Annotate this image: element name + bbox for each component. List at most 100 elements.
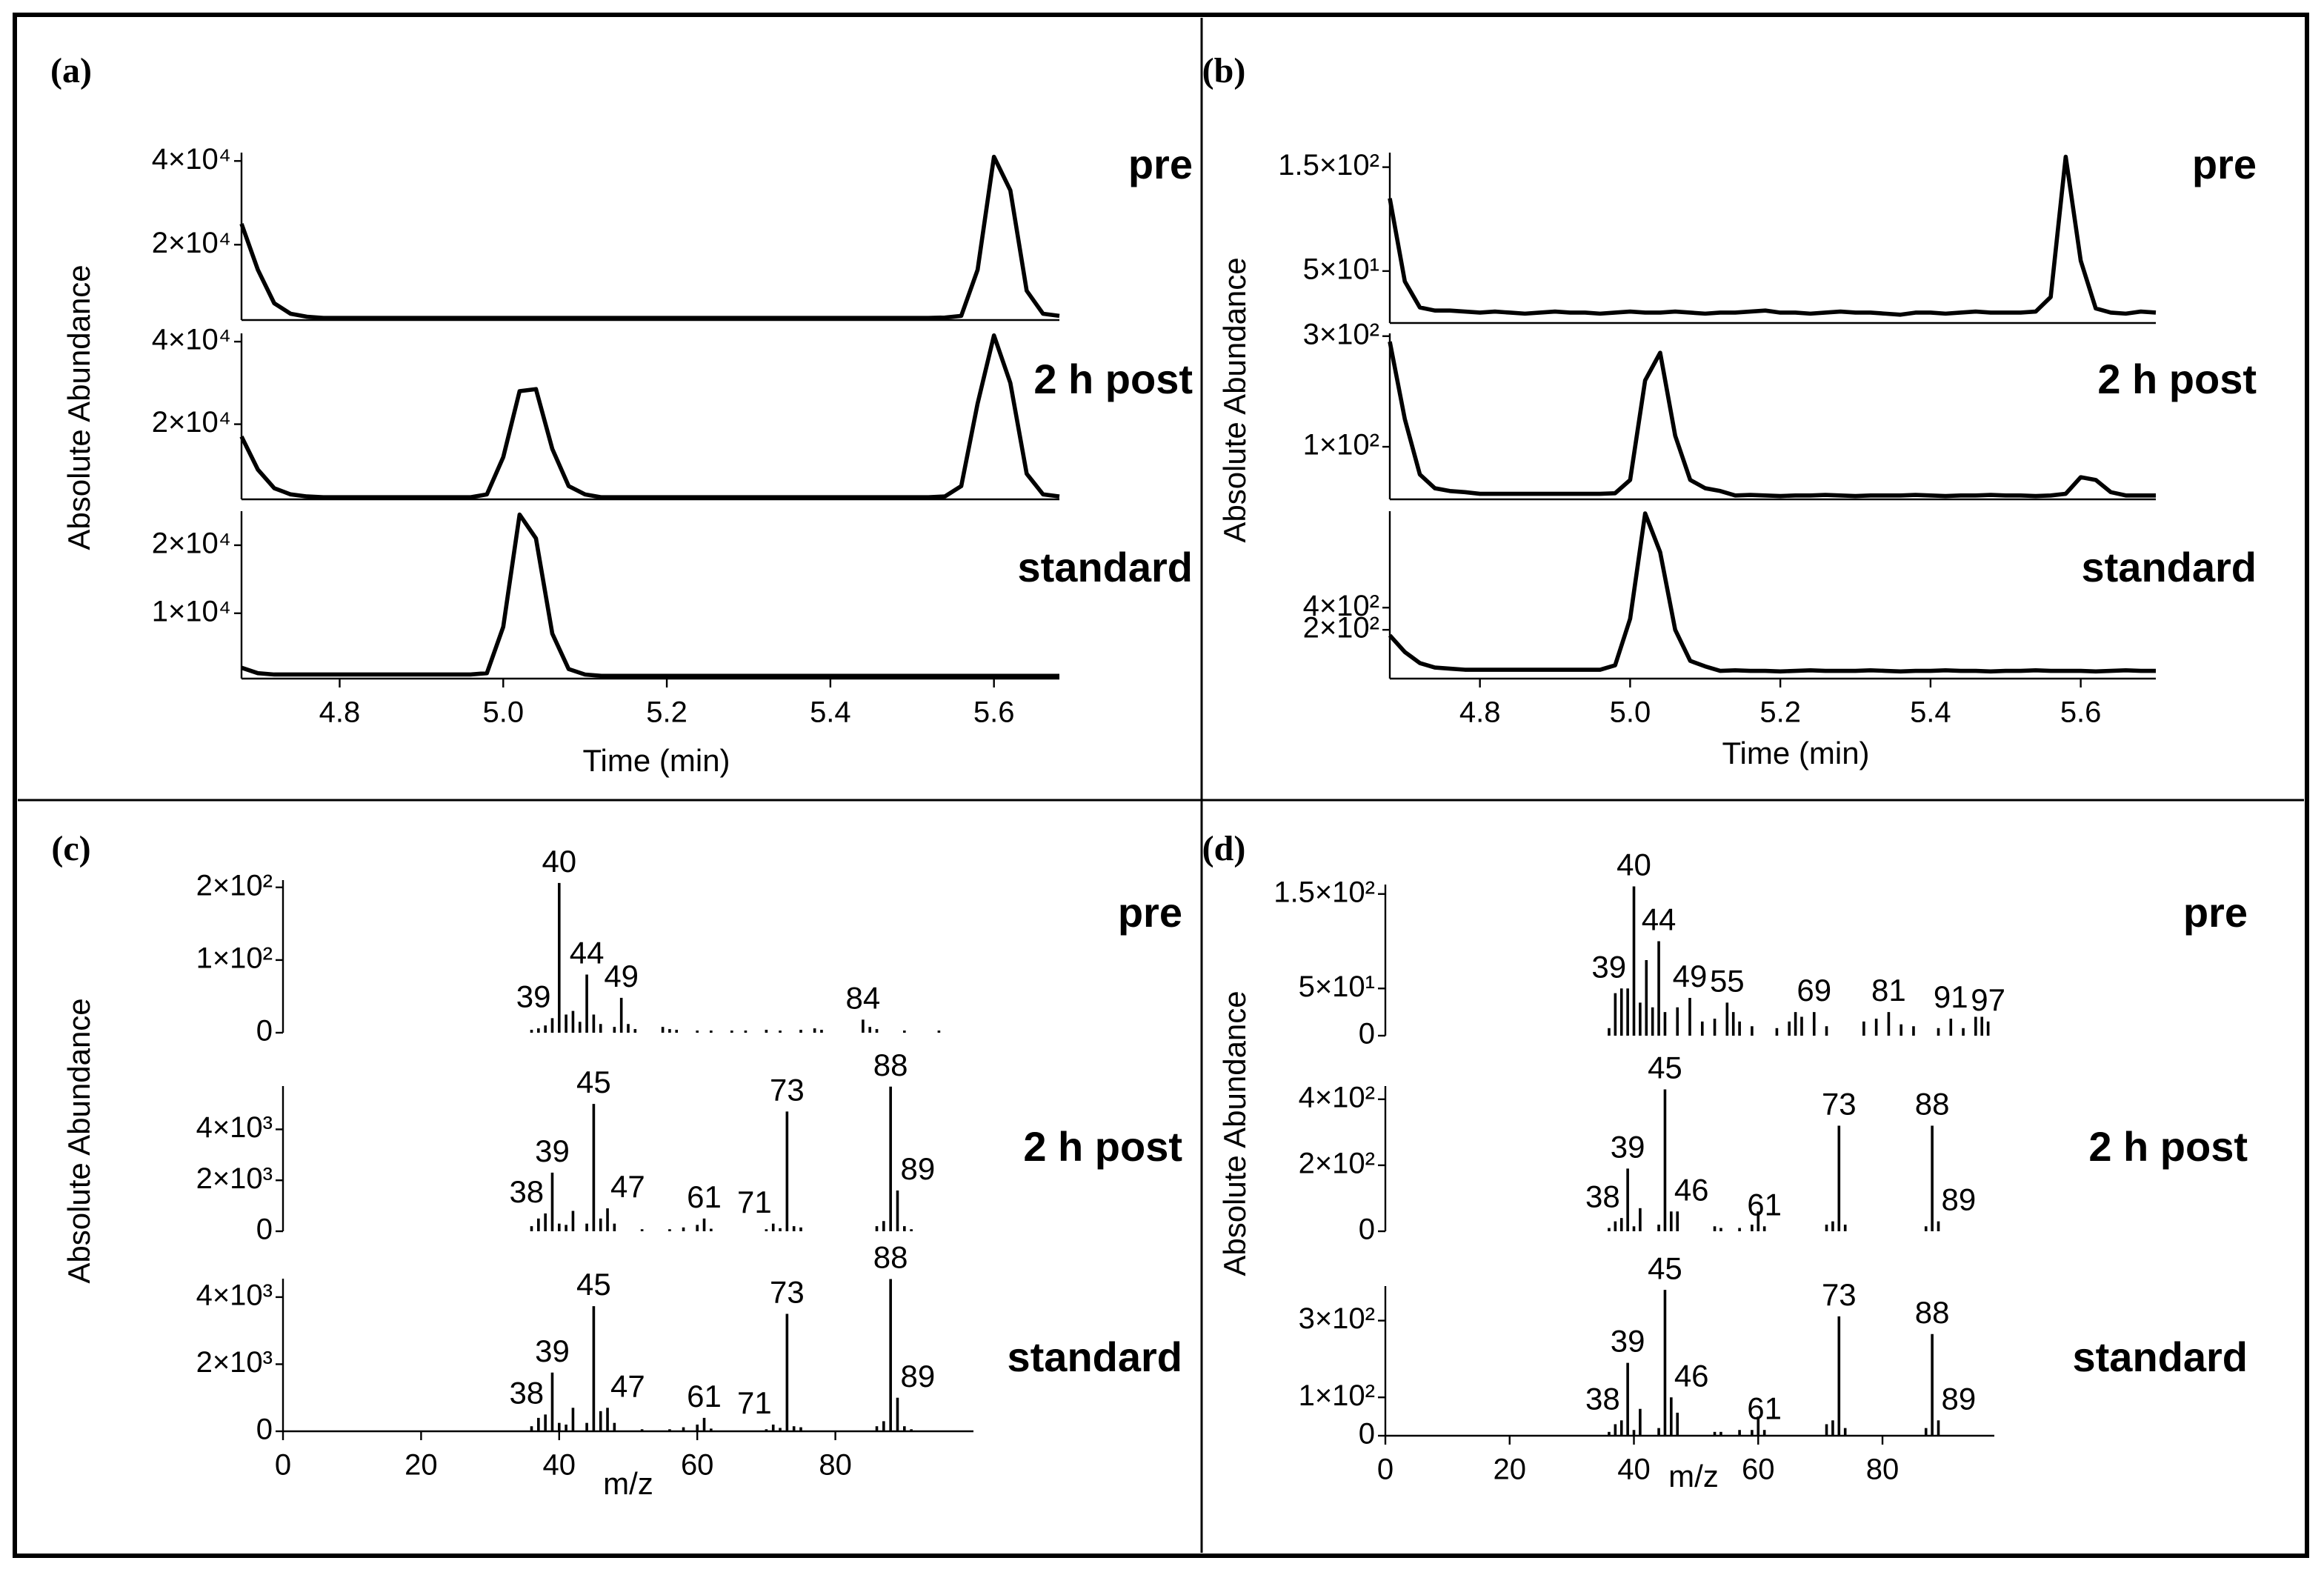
peak-label: 89 [900,1151,935,1186]
chromatogram-line [241,512,1059,679]
peak-label: 89 [900,1359,935,1393]
chromatogram-line [1388,341,2156,499]
subplot-name: 2 h post [1023,1123,1182,1170]
peak-label: 71 [737,1185,772,1219]
panel-label: (c) [51,829,90,868]
panel-label: (d) [1202,829,1246,868]
y-tick-label: 1.5×10² [1273,876,1375,908]
x-tick-label: 60 [681,1449,714,1482]
peak-label: 89 [1942,1182,1977,1217]
y-axis-label: Absolute Abundance [1217,990,1252,1276]
peak-label: 61 [687,1379,722,1413]
x-tick-label: 4.8 [1459,696,1501,729]
y-tick-label: 2×10⁴ [152,406,231,439]
x-tick-label: 80 [819,1449,852,1482]
y-tick-label: 4×10² [1299,1081,1375,1113]
y-tick-label: 2×10³ [196,1162,273,1195]
peak-label: 88 [873,1048,908,1082]
subplot-name: 2 h post [1033,356,1193,402]
subplot-name: 2 h post [2088,1123,2248,1170]
x-tick-label: 5.2 [646,696,687,729]
panel-label: (b) [1202,51,1246,90]
y-tick-label: 1×10² [196,942,273,974]
peak-label: 38 [1585,1179,1620,1213]
y-tick-label: 0 [1359,1213,1375,1246]
peak-label: 55 [1710,963,1745,998]
peak-label: 46 [1674,1358,1709,1393]
y-tick-label: 4×10³ [196,1111,273,1144]
y-tick-label: 0 [256,1213,273,1246]
x-tick-label: 80 [1866,1454,1900,1486]
x-tick-label: 20 [1494,1454,1527,1486]
x-tick-label: 0 [275,1449,291,1482]
y-axis-label: Absolute Abundance [1217,257,1252,542]
x-tick-label: 20 [404,1449,438,1482]
y-tick-label: 5×10¹ [1303,253,1379,285]
peak-label: 91 [1934,979,1968,1014]
peak-label: 39 [516,979,551,1013]
y-tick-label: 4×10³ [196,1279,273,1311]
peak-label: 39 [1591,949,1626,984]
y-tick-label: 1.5×10² [1278,149,1379,182]
peak-label: 45 [1648,1050,1682,1085]
y-tick-label: 2×10² [196,869,273,902]
peak-label: 81 [1871,973,1906,1008]
peak-label: 39 [1611,1129,1645,1164]
x-tick-label: 0 [1377,1454,1394,1486]
x-tick-label: 5.0 [482,696,524,729]
peak-label: 44 [1642,902,1677,937]
subplot-name: 2 h post [2097,356,2257,402]
y-tick-label: 1×10⁴ [152,595,231,627]
peak-label: 89 [1942,1381,1977,1416]
subplot-name: standard [1008,1333,1183,1380]
peak-label: 71 [737,1385,772,1420]
x-tick-label: 5.6 [2060,696,2102,729]
x-axis-label: Time (min) [582,743,730,778]
peak-label: 97 [1971,982,2005,1017]
peak-label: 38 [509,1375,544,1410]
peak-label: 49 [604,959,639,993]
peak-label: 39 [535,1133,570,1168]
y-tick-label: 4×10⁴ [152,324,231,356]
subplot-name: pre [2183,889,2248,936]
y-tick-label: 0 [1359,1418,1375,1451]
peak-label: 45 [1648,1251,1682,1285]
subplot-name: standard [1018,544,1193,590]
y-tick-label: 2×10³ [196,1346,273,1379]
peak-label: 40 [1617,848,1651,882]
peak-label: 73 [770,1275,805,1310]
x-tick-label: 4.8 [319,696,361,729]
subplot-name: pre [2192,141,2257,187]
peak-label: 46 [1674,1172,1709,1207]
peak-label: 45 [576,1065,611,1099]
y-axis-label: Absolute Abundance [61,264,96,550]
peak-label: 69 [1797,973,1831,1008]
x-tick-label: 5.0 [1610,696,1651,729]
chromatogram-line [239,333,1060,500]
x-axis-label: m/z [1668,1459,1719,1494]
y-tick-label: 4×10⁴ [152,143,231,176]
peak-label: 38 [509,1174,544,1209]
frame [13,13,2309,1558]
y-tick-label: 3×10² [1299,1302,1375,1335]
peak-label: 39 [535,1333,570,1368]
peak-label: 47 [610,1368,645,1403]
peak-label: 88 [1915,1087,1950,1122]
peak-label: 49 [1673,959,1708,993]
y-tick-label: 3×10² [1303,318,1379,350]
x-tick-label: 40 [543,1449,576,1482]
y-tick-label: 1×10² [1299,1379,1375,1412]
peak-label: 38 [1585,1381,1620,1416]
peak-label: 61 [687,1179,722,1214]
x-tick-label: 5.4 [1910,696,1951,729]
y-tick-label: 2×10⁴ [152,527,231,559]
y-tick-label: 5×10¹ [1299,970,1375,1003]
peak-label: 61 [1747,1391,1782,1425]
subplot-name: pre [1118,889,1182,936]
peak-label: 73 [770,1072,805,1107]
peak-label: 47 [610,1169,645,1204]
peak-label: 84 [846,980,881,1015]
y-tick-label: 1×10² [1303,429,1379,462]
peak-label: 40 [542,844,576,879]
